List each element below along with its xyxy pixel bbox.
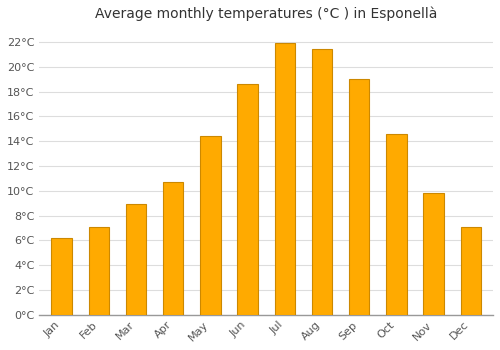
Bar (424, 193, 444, 315)
Bar (460, 227, 481, 315)
Bar (274, 43, 295, 315)
Bar (126, 204, 146, 315)
Bar (386, 134, 406, 315)
Bar (200, 136, 220, 315)
Bar (238, 84, 258, 315)
Bar (349, 79, 370, 315)
Bar (52, 238, 72, 315)
Bar (312, 49, 332, 315)
Bar (88, 227, 109, 315)
Bar (163, 182, 184, 315)
Title: Average monthly temperatures (°C ) in Esponellà: Average monthly temperatures (°C ) in Es… (95, 7, 438, 21)
